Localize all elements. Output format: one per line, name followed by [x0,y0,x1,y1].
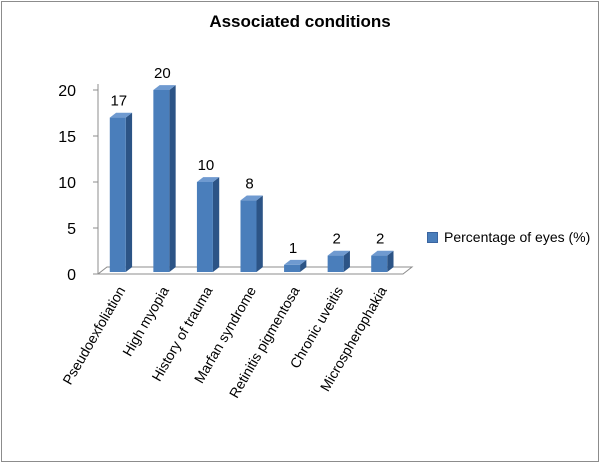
bar-front [196,182,213,272]
y-tick-label: 5 [67,221,76,238]
bar-front [327,255,344,272]
bar [240,195,263,272]
bar [284,259,307,272]
bar [327,250,350,272]
bar-side [169,85,176,272]
x-tick-label: Pseudoexfoliation [59,284,128,388]
data-label: 2 [376,231,384,248]
data-label: 20 [154,65,171,82]
legend: Percentage of eyes (%) [427,229,590,245]
data-label: 17 [110,93,127,110]
bar-top [196,177,220,182]
data-labels: 17 20 10 8 1 2 2 [110,65,384,257]
bar-side [212,177,220,272]
bar-top [109,112,133,118]
bar-top [371,250,394,256]
data-label: 8 [245,175,253,192]
bar [153,85,176,272]
bar-side [125,112,133,272]
bar-top [240,195,263,201]
bar-top [284,259,307,265]
bar-side [300,259,307,272]
y-tick-label: 10 [58,175,76,192]
bar-side [256,195,263,272]
bar-front [371,255,388,272]
bar [196,177,220,272]
legend-label: Percentage of eyes (%) [444,229,591,245]
legend-swatch [427,231,438,243]
bar-front [240,200,257,272]
chart-axes [96,84,414,275]
data-label: 1 [289,240,297,257]
y-tick-label: 20 [58,83,76,100]
bar-front [284,264,301,272]
data-label: 10 [198,157,215,174]
bar [371,250,394,272]
bar [109,112,133,272]
bar-side [343,250,350,272]
chart-bars [109,85,394,272]
bar-top [327,250,350,256]
y-axis-ticks: 0 5 10 15 20 [58,83,98,284]
floor [96,266,414,275]
bar-top [153,85,176,90]
y-tick-label: 0 [67,267,76,284]
y-tick-label: 15 [58,129,76,146]
bar-side [387,250,394,272]
data-label: 2 [332,231,340,248]
bar-front [109,117,126,272]
bar-front [153,90,170,272]
chart-title: Associated conditions [209,12,391,31]
